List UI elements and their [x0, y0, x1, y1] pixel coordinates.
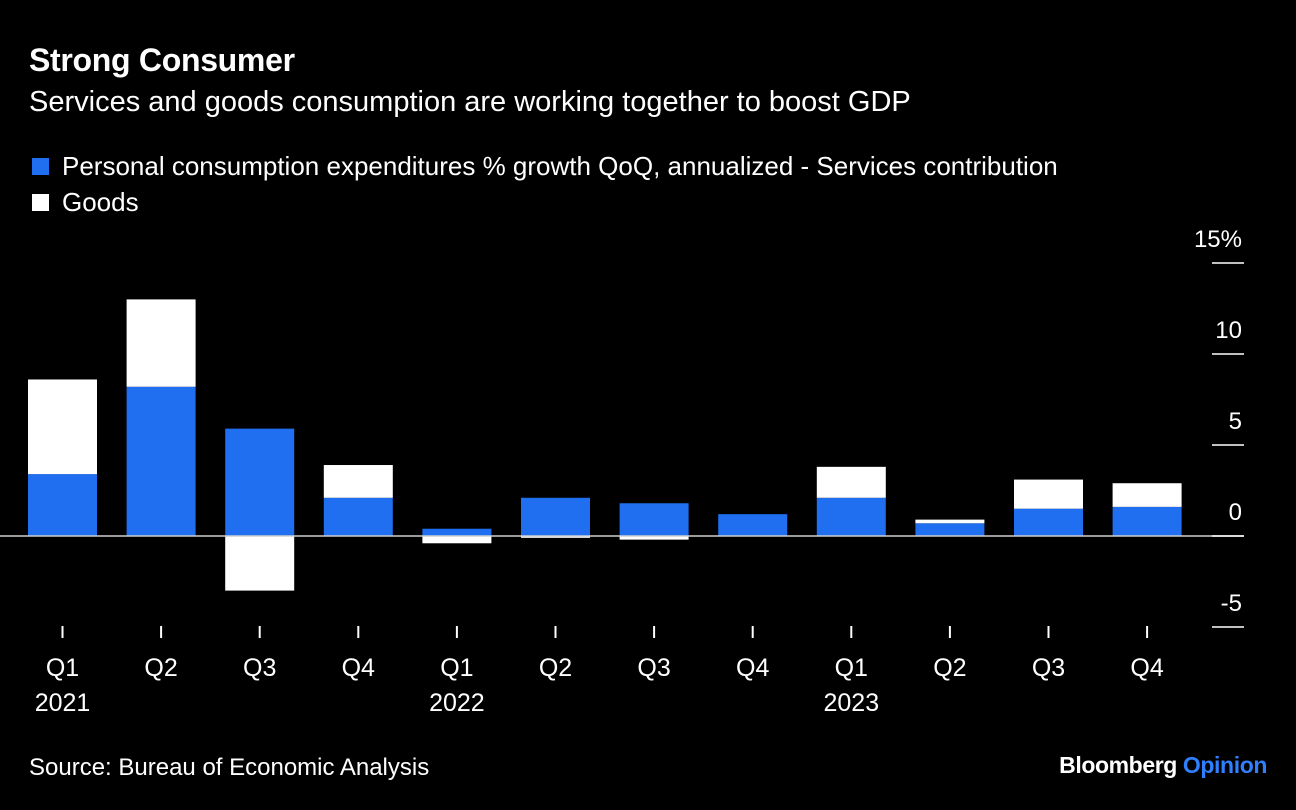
services-bar	[126, 386, 196, 536]
chart-title: Strong Consumer	[29, 42, 295, 78]
legend: Personal consumption expenditures % grow…	[32, 148, 1058, 220]
goods-bar	[323, 465, 393, 498]
bloomberg-opinion-logo: Bloomberg Opinion	[1059, 752, 1267, 779]
goods-bar	[422, 536, 492, 544]
bars-group	[28, 299, 1182, 591]
services-bar	[521, 497, 590, 536]
legend-goods-label: Goods	[62, 186, 139, 217]
chart-subtitle: Services and goods consumption are worki…	[29, 86, 911, 118]
goods-bar	[28, 379, 97, 475]
goods-swatch	[32, 193, 49, 211]
goods-bar	[619, 536, 689, 540]
x-tick-label: Q4	[342, 654, 375, 682]
services-bar	[718, 514, 788, 536]
x-tick-label: Q3	[1032, 654, 1065, 682]
y-tick-label: 0	[1229, 499, 1242, 526]
goods-bar	[1014, 479, 1083, 509]
x-axis: Q1 2021 Q2 Q3 Q4 Q1 2022 Q2 Q3 Q4 Q1 2023 Q2 Q3 Q4	[35, 626, 1164, 717]
legend-services-label: Personal consumption expenditures % grow…	[62, 150, 1058, 181]
x-year-label: 2022	[429, 689, 485, 717]
x-tick-label: Q2	[933, 654, 966, 682]
y-tick-label: 15%	[1194, 226, 1242, 253]
x-tick-label: Q1	[46, 654, 79, 682]
brand-name: Bloomberg	[1059, 752, 1177, 778]
services-bar	[915, 523, 985, 536]
services-bar	[1112, 506, 1182, 536]
x-tick-label: Q1	[835, 654, 868, 682]
y-tick-label: 5	[1229, 408, 1242, 435]
goods-bar	[225, 536, 295, 591]
y-axis: 15% 10 5 0 -5	[1194, 226, 1244, 628]
x-tick-label: Q2	[539, 654, 572, 682]
legend-item-services: Personal consumption expenditures % grow…	[32, 148, 1058, 184]
services-bar	[619, 503, 689, 536]
services-bar	[422, 528, 492, 536]
source-note: Source: Bureau of Economic Analysis	[29, 754, 430, 781]
services-bar	[323, 497, 393, 536]
x-tick-label: Q2	[144, 654, 177, 682]
x-tick-label: Q4	[1130, 654, 1163, 682]
x-tick-label: Q4	[736, 654, 769, 682]
x-tick-label: Q3	[243, 654, 276, 682]
brand-section: Opinion	[1182, 752, 1267, 778]
x-year-label: 2021	[35, 689, 91, 717]
x-tick-label: Q1	[440, 654, 473, 682]
services-bar	[816, 497, 886, 536]
services-swatch	[32, 157, 49, 175]
goods-bar	[816, 466, 886, 498]
y-tick-label: 10	[1215, 317, 1242, 344]
services-bar	[1014, 508, 1083, 536]
legend-item-goods: Goods	[32, 184, 1058, 220]
x-tick-label: Q3	[637, 654, 670, 682]
goods-bar	[915, 519, 985, 524]
goods-bar	[1112, 483, 1182, 507]
services-bar	[28, 474, 97, 536]
goods-bar	[521, 536, 590, 538]
x-year-label: 2023	[823, 689, 879, 717]
services-bar	[225, 428, 295, 536]
goods-bar	[126, 299, 196, 387]
y-tick-label: -5	[1221, 590, 1242, 617]
